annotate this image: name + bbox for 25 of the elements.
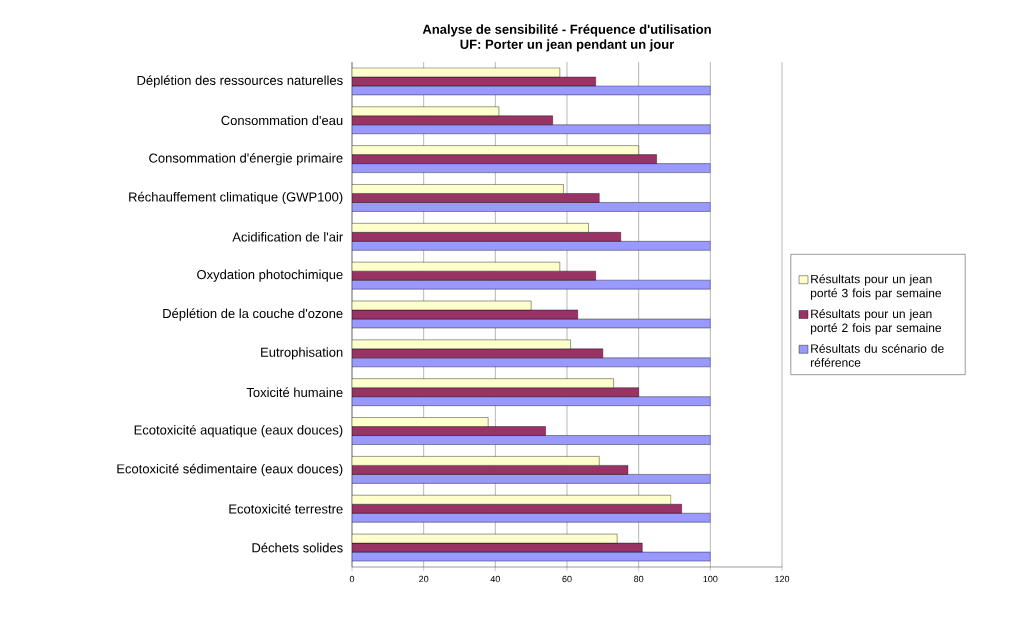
x-tick-label: 100 <box>703 575 718 583</box>
y-tick-label: Ecotoxicité sédimentaire (eaux douces) <box>117 463 343 477</box>
y-tick-label: Ecotoxicité aquatique (eaux douces) <box>134 424 343 438</box>
x-tick-label: 80 <box>634 575 644 583</box>
x-tick-label: 20 <box>419 575 429 583</box>
y-tick-label: Consommation d'énergie primaire <box>149 152 343 166</box>
x-tick-label: 120 <box>775 575 790 583</box>
chart-title: Analyse de sensibilité - Fréquence d'utilisation <box>422 24 711 37</box>
y-tick-label: Déplétion des ressources naturelles <box>137 75 343 88</box>
y-tick-label: Eutrophisation <box>261 347 343 360</box>
y-tick-label: Toxicité humaine <box>246 387 343 398</box>
y-tick-label: Consommation d'eau <box>221 115 343 126</box>
y-tick-label: Réchauffement climatique (GWP100) <box>129 191 343 205</box>
y-tick-label: Déchets solides <box>252 542 343 553</box>
x-tick-label: 40 <box>490 575 500 583</box>
legend-label: Résultats pour un jean porté 2 fois par semaine <box>810 309 942 335</box>
y-tick-label: Acidification de l'air <box>232 232 343 242</box>
legend-label: Résultats pour un jean porté 3 fois par semaine <box>810 274 942 300</box>
y-tick-label: Oxydation photochimique <box>197 269 343 282</box>
y-tick-label: Déplétion de la couche d'ozone <box>163 308 343 321</box>
legend-label: Résultats du scénario de référence <box>811 343 944 367</box>
y-tick-label: Ecotoxicité terrestre <box>229 503 343 514</box>
x-tick-label: 0 <box>349 575 355 583</box>
chart-subtitle: UF: Porter un jean pendant un jour <box>460 39 675 52</box>
x-tick-label: 60 <box>562 575 572 583</box>
